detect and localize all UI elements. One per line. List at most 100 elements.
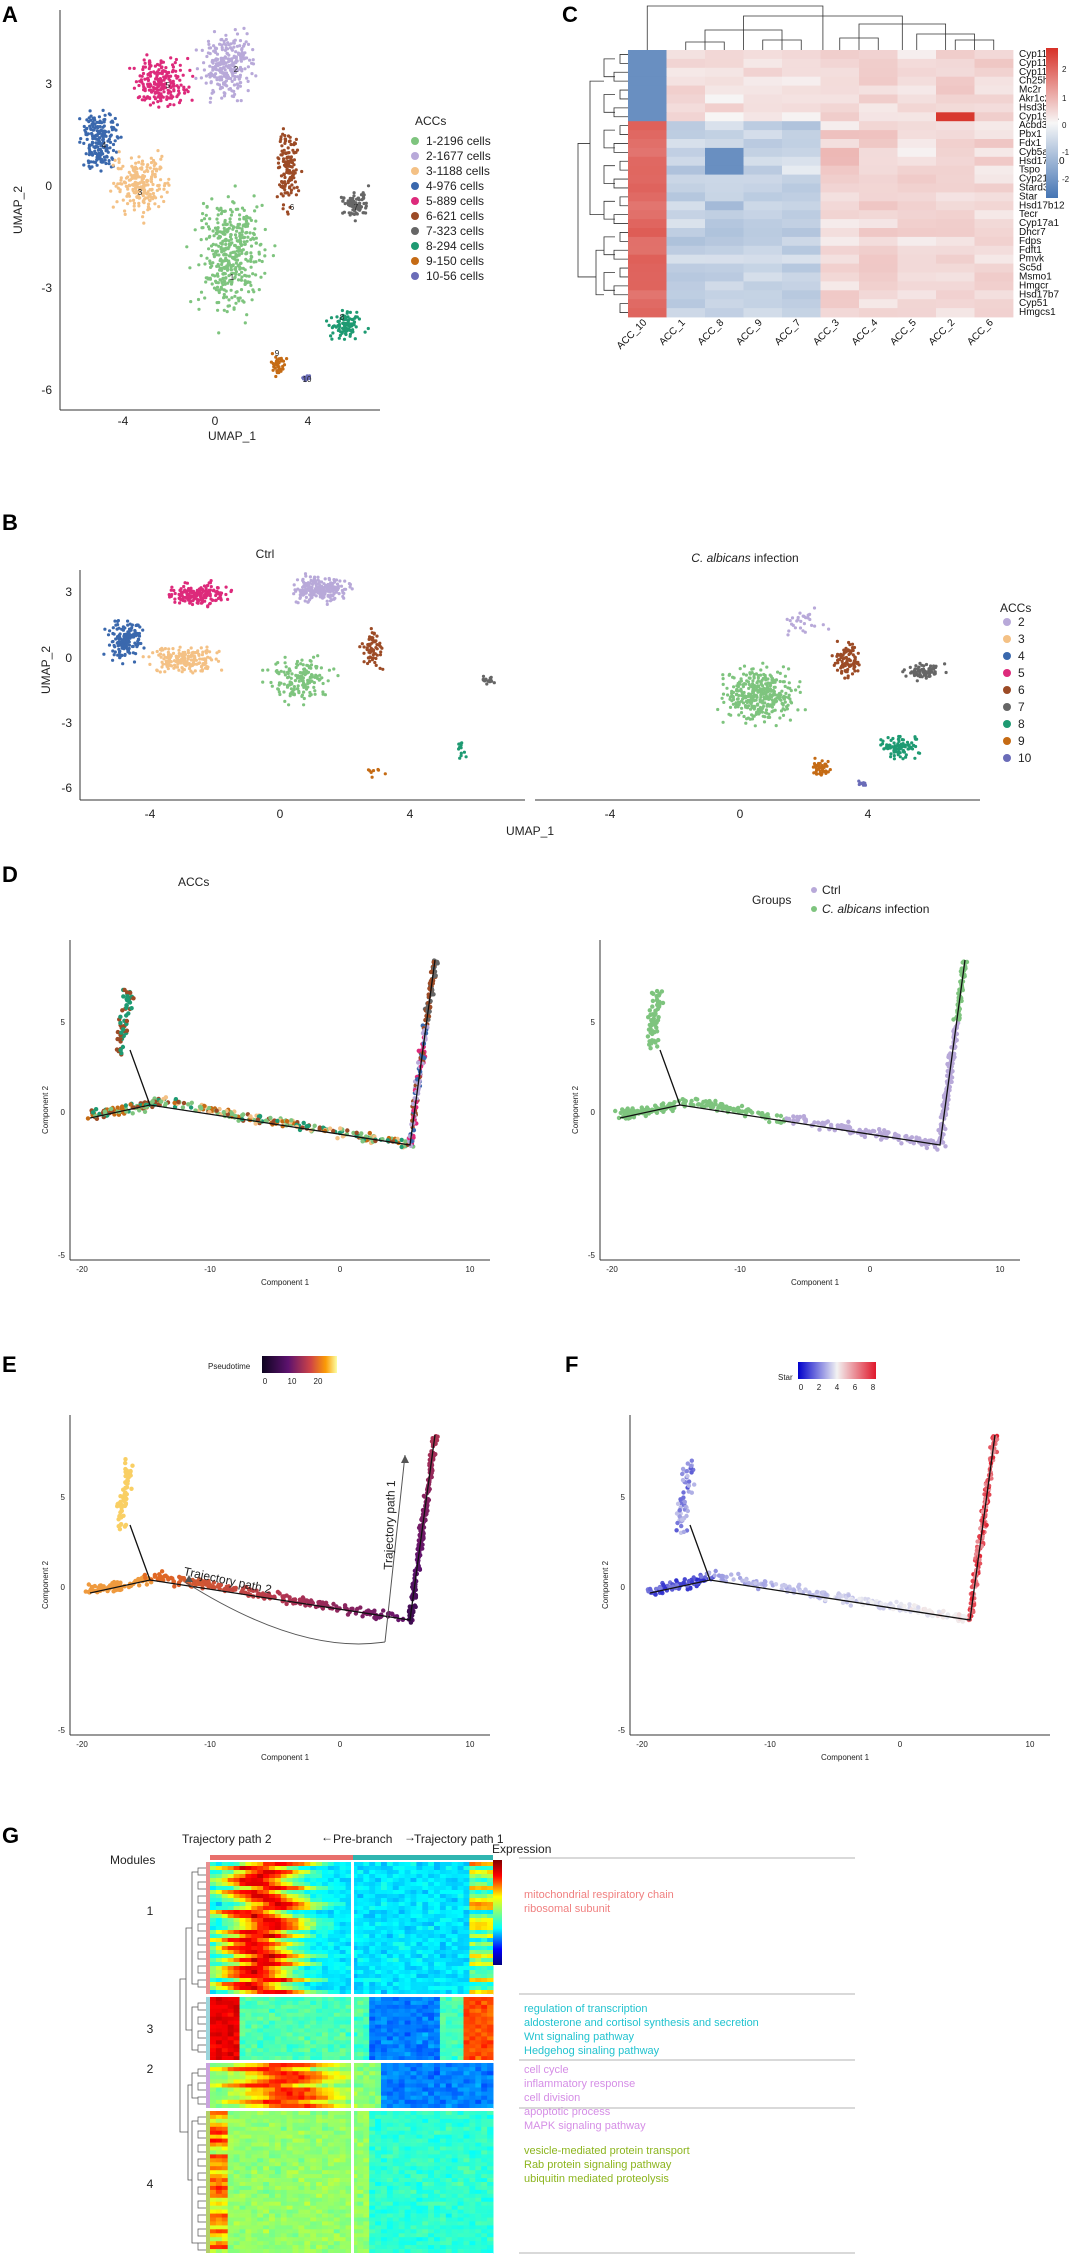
heatmap-cell xyxy=(666,308,706,318)
umap-point xyxy=(194,48,198,52)
heatmap-cell xyxy=(705,201,744,211)
umap-point xyxy=(362,645,366,649)
umap-point xyxy=(250,72,254,76)
heatmap-cell xyxy=(705,50,744,60)
umap-point xyxy=(127,183,131,187)
umap-point xyxy=(87,153,91,157)
umap-point xyxy=(820,759,824,763)
trajectory-cell xyxy=(819,1121,824,1127)
umap-point xyxy=(97,141,101,145)
trajectory-cell xyxy=(648,1026,653,1032)
umap-point xyxy=(842,651,846,655)
trajectory-cell xyxy=(710,1104,716,1110)
heatmap-cell xyxy=(628,165,667,175)
trajectory-cell xyxy=(737,1109,742,1114)
panel-b-ylabel: UMAP_2 xyxy=(39,646,53,694)
umap-point xyxy=(295,185,299,189)
umap-point xyxy=(129,156,133,160)
heatmap-cell xyxy=(743,272,783,282)
trajectory-cell xyxy=(649,1038,655,1043)
umap-point xyxy=(366,184,371,188)
umap-point xyxy=(312,655,316,659)
trajectory-cell xyxy=(93,1107,99,1112)
heatmap-cell xyxy=(666,183,706,193)
umap-point xyxy=(146,163,150,167)
umap-point xyxy=(733,705,738,709)
umap-point xyxy=(915,679,919,683)
umap-point xyxy=(279,192,283,196)
umap-point xyxy=(241,266,245,270)
umap-point xyxy=(285,210,290,214)
umap-point xyxy=(109,133,113,137)
umap-point xyxy=(774,699,779,703)
umap-point xyxy=(351,323,355,327)
umap-point xyxy=(117,167,121,171)
umap-point xyxy=(111,126,116,130)
heatmap-cell xyxy=(743,130,783,140)
umap-point xyxy=(227,239,231,243)
umap-point xyxy=(197,661,201,666)
heatmap-cell xyxy=(628,290,667,300)
umap-point xyxy=(119,167,123,171)
umap-point xyxy=(234,59,238,63)
umap-point xyxy=(97,115,101,119)
umap-point xyxy=(350,204,354,208)
umap-point xyxy=(321,681,325,686)
umap-point xyxy=(332,585,336,589)
umap-point xyxy=(129,173,133,177)
umap-point xyxy=(178,63,182,67)
umap-point xyxy=(351,196,355,200)
panel-b-infection-points xyxy=(716,606,948,787)
umap-point xyxy=(137,637,141,642)
umap-point xyxy=(740,694,744,698)
umap-point xyxy=(231,225,235,229)
umap-point xyxy=(181,667,185,671)
umap-point xyxy=(847,652,851,657)
umap-point xyxy=(316,575,320,579)
umap-point xyxy=(154,196,158,200)
umap-point xyxy=(248,231,252,235)
umap-point xyxy=(107,112,111,116)
umap-point xyxy=(223,91,227,96)
umap-point xyxy=(254,219,258,223)
umap-point xyxy=(240,251,244,255)
legend-label: 1-2196 cells xyxy=(426,134,491,148)
panel-a-ytick: 0 xyxy=(45,179,52,193)
trajectory-cell xyxy=(221,1110,226,1115)
umap-point xyxy=(721,682,725,687)
umap-point xyxy=(374,656,378,661)
trajectory-cell xyxy=(653,1103,658,1108)
umap-point xyxy=(186,588,190,593)
umap-point xyxy=(304,574,308,578)
umap-point xyxy=(369,648,373,652)
umap-point xyxy=(748,671,752,675)
umap-point xyxy=(168,663,172,667)
umap-point xyxy=(229,272,233,276)
umap-point xyxy=(786,686,790,690)
x-tick: 0 xyxy=(868,1265,873,1274)
umap-point xyxy=(99,153,103,157)
heatmap-cell xyxy=(820,121,860,131)
umap-point xyxy=(316,654,320,658)
umap-point xyxy=(112,181,116,185)
umap-point xyxy=(182,85,186,89)
umap-point xyxy=(227,57,231,61)
heatmap-cell xyxy=(705,192,744,202)
umap-point xyxy=(312,576,316,580)
umap-point xyxy=(239,278,243,282)
umap-point xyxy=(325,585,329,589)
umap-point xyxy=(168,102,172,107)
umap-point xyxy=(156,88,160,92)
umap-point xyxy=(171,647,175,651)
umap-point xyxy=(148,662,152,667)
umap-point xyxy=(233,275,237,279)
umap-point xyxy=(813,756,817,760)
umap-point xyxy=(783,695,788,699)
umap-point xyxy=(143,77,147,81)
umap-point xyxy=(217,244,221,248)
heatmap-cell xyxy=(859,219,898,229)
heatmap-cell xyxy=(936,308,975,318)
umap-point xyxy=(900,738,904,742)
umap-point xyxy=(159,77,163,81)
heatmap-cell xyxy=(897,58,937,69)
